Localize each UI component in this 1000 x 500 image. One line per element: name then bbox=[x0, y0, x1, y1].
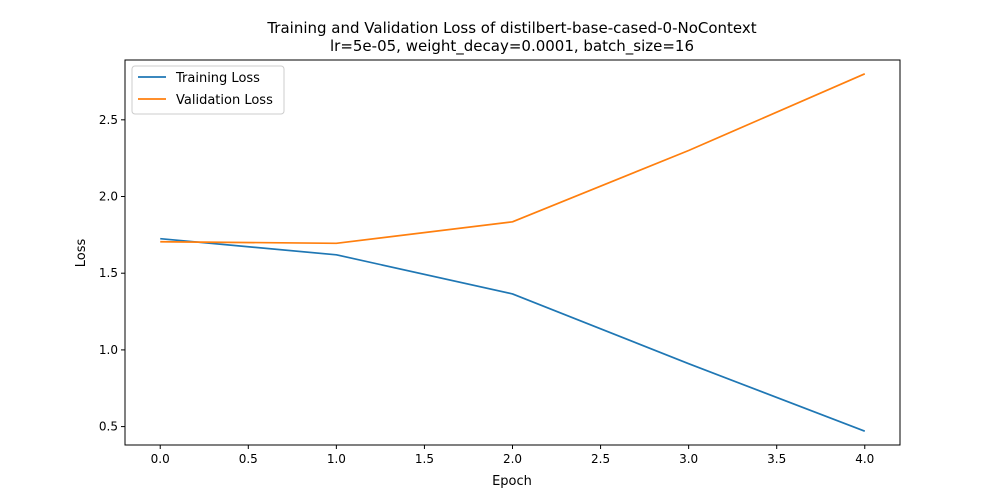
x-axis-ticks: 0.0 0.5 1.0 1.5 2.0 2.5 3.0 3.5 4.0 bbox=[151, 445, 874, 466]
x-axis-label: Epoch bbox=[492, 474, 532, 489]
y-axis-ticks: 0.5 1.0 1.5 2.0 2.5 bbox=[99, 113, 125, 434]
legend: Training Loss Validation Loss bbox=[131, 65, 285, 115]
x-tick-label: 3.5 bbox=[767, 452, 786, 466]
x-tick-label: 2.0 bbox=[503, 452, 522, 466]
y-tick-label: 1.5 bbox=[99, 266, 118, 280]
chart-subtitle: lr=5e-05, weight_decay=0.0001, batch_siz… bbox=[330, 37, 694, 56]
y-tick-label: 2.0 bbox=[99, 190, 118, 204]
y-axis-label: Loss bbox=[74, 239, 89, 268]
legend-label-validation: Validation Loss bbox=[176, 93, 273, 108]
x-tick-label: 4.0 bbox=[855, 452, 874, 466]
legend-box bbox=[131, 65, 285, 115]
x-tick-label: 1.5 bbox=[415, 452, 434, 466]
x-tick-label: 1.0 bbox=[327, 452, 346, 466]
legend-label-training: Training Loss bbox=[175, 71, 260, 86]
y-tick-label: 1.0 bbox=[99, 343, 118, 357]
x-tick-label: 0.0 bbox=[151, 452, 170, 466]
y-tick-label: 0.5 bbox=[99, 420, 118, 434]
series-line-validation-loss bbox=[160, 73, 866, 245]
x-tick-label: 3.0 bbox=[679, 452, 698, 466]
x-tick-label: 0.5 bbox=[239, 452, 258, 466]
series-lines bbox=[160, 73, 866, 432]
y-tick-label: 2.5 bbox=[99, 113, 118, 127]
plot-frame bbox=[124, 59, 901, 446]
x-tick-label: 2.5 bbox=[591, 452, 610, 466]
series-line-training-loss bbox=[160, 237, 866, 432]
chart-title: Training and Validation Loss of distilbe… bbox=[266, 19, 756, 37]
